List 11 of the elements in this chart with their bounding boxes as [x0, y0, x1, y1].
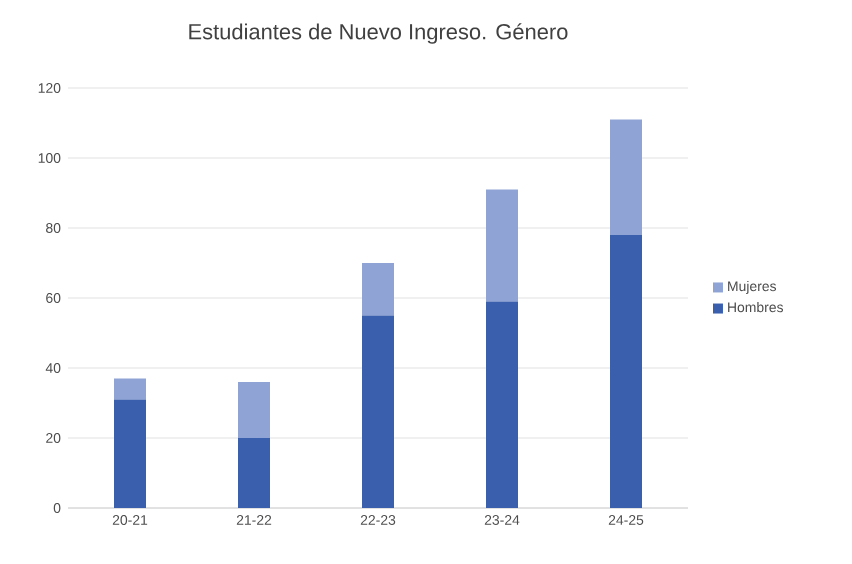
bar	[610, 119, 642, 235]
bar	[486, 301, 518, 508]
bar	[362, 263, 394, 316]
bar	[238, 382, 270, 438]
chart-title: Estudiantes de Nuevo Ingreso. Género	[189, 23, 568, 44]
bar	[114, 378, 146, 400]
bar	[486, 189, 518, 302]
bar	[114, 399, 146, 508]
bar	[610, 235, 642, 508]
bar	[362, 315, 394, 508]
bar	[238, 438, 270, 508]
